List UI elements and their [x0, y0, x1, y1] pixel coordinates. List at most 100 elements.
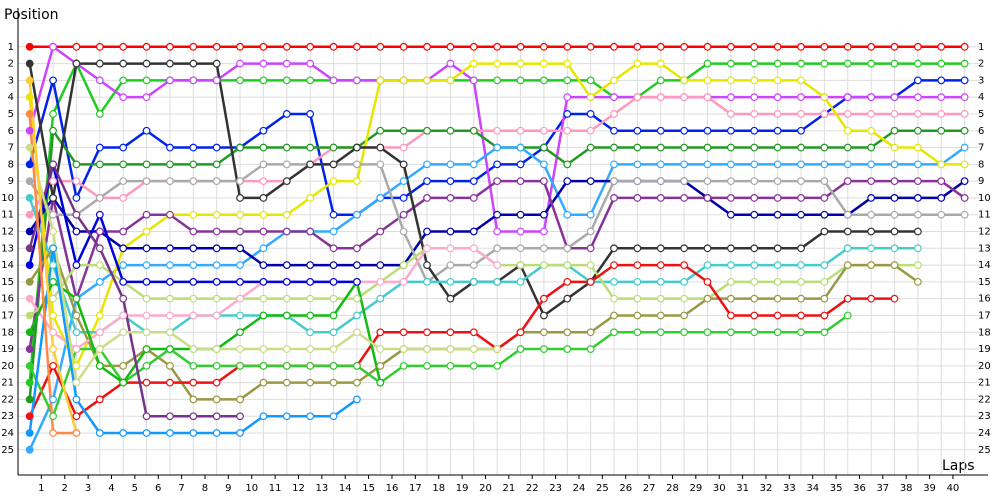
lap-marker	[773, 261, 782, 269]
lap-marker	[259, 76, 268, 85]
lap-marker	[212, 294, 221, 303]
lap-marker	[376, 261, 385, 269]
lap-marker	[282, 261, 291, 269]
lap-marker	[797, 93, 805, 102]
lap-marker	[586, 93, 595, 102]
lap-marker	[49, 210, 57, 219]
lap-marker	[72, 294, 81, 303]
lap-marker	[773, 93, 782, 102]
lap-marker	[95, 261, 104, 269]
lap-marker	[236, 345, 244, 353]
lap-marker	[680, 93, 689, 102]
lap-marker	[843, 210, 852, 219]
lap-marker	[119, 59, 128, 68]
lap-marker	[516, 277, 525, 286]
lap-marker	[119, 261, 128, 269]
lap-marker	[890, 227, 899, 236]
lap-marker	[586, 126, 595, 135]
lap-marker	[259, 210, 268, 219]
y-tick-label-right: 22	[978, 394, 991, 405]
y-tick-label-right: 21	[978, 378, 991, 389]
lap-marker	[797, 177, 805, 186]
lap-marker	[142, 294, 151, 303]
lap-marker	[820, 277, 829, 286]
lap-marker	[49, 361, 57, 370]
lap-marker	[446, 194, 455, 202]
lap-marker	[726, 143, 735, 152]
lap-marker	[890, 177, 899, 186]
lap-marker	[586, 345, 595, 353]
y-tick-label: 21	[1, 378, 14, 389]
lap-marker	[937, 42, 946, 51]
lap-marker	[25, 42, 34, 51]
lap-marker	[610, 126, 618, 135]
lap-marker	[680, 311, 689, 320]
lap-marker	[563, 345, 572, 353]
lap-marker	[890, 261, 899, 269]
lap-marker	[212, 143, 221, 152]
lap-marker	[72, 261, 81, 269]
lap-marker	[119, 227, 128, 236]
lap-marker	[142, 126, 151, 135]
lap-marker	[446, 345, 455, 353]
lap-marker	[937, 93, 946, 102]
lap-marker	[680, 261, 689, 269]
lap-marker	[95, 328, 104, 337]
y-tick-label: 14	[1, 260, 14, 271]
lap-marker	[516, 42, 525, 51]
lap-marker	[633, 93, 642, 102]
lap-marker	[329, 227, 338, 236]
lap-marker	[259, 59, 268, 68]
lap-marker	[913, 244, 922, 253]
lap-marker	[820, 294, 829, 303]
lap-marker	[399, 227, 408, 236]
lap-marker	[540, 210, 548, 219]
lap-marker	[25, 160, 34, 169]
lap-marker	[680, 328, 689, 337]
lap-marker	[726, 177, 735, 186]
lap-marker	[750, 210, 759, 219]
lap-marker	[399, 210, 408, 219]
lap-marker	[890, 160, 899, 169]
lap-marker	[329, 244, 338, 253]
lap-marker	[469, 76, 478, 85]
lap-marker	[25, 227, 34, 236]
lap-marker	[236, 42, 244, 51]
lap-marker	[212, 244, 221, 253]
lap-marker	[867, 194, 876, 202]
lap-marker	[399, 76, 408, 85]
lap-marker	[726, 328, 735, 337]
lap-marker	[656, 277, 665, 286]
lap-marker	[353, 261, 361, 269]
y-tick-label: 13	[1, 243, 14, 254]
lap-marker	[166, 277, 174, 286]
lap-marker	[797, 311, 805, 320]
lap-marker	[282, 412, 291, 421]
lap-marker	[633, 42, 642, 51]
lap-marker	[49, 311, 57, 320]
lap-marker	[867, 126, 876, 135]
lap-marker	[329, 76, 338, 85]
lap-marker	[656, 328, 665, 337]
lap-marker	[750, 160, 759, 169]
lap-marker	[610, 42, 618, 51]
lap-marker	[540, 126, 548, 135]
lap-marker	[516, 210, 525, 219]
lap-marker	[469, 177, 478, 186]
lap-marker	[329, 160, 338, 169]
y-tick-label-right: 11	[978, 210, 991, 221]
lap-marker	[563, 328, 572, 337]
lap-marker	[586, 177, 595, 186]
lap-marker	[610, 311, 618, 320]
lap-marker	[913, 261, 922, 269]
lap-marker	[843, 110, 852, 118]
lap-marker	[95, 227, 104, 236]
lap-marker	[703, 194, 712, 202]
lap-marker	[353, 244, 361, 253]
lap-marker	[376, 345, 385, 353]
lap-marker	[212, 42, 221, 51]
lap-marker	[890, 59, 899, 68]
y-tick-label: 15	[1, 277, 14, 288]
lap-marker	[773, 160, 782, 169]
lap-marker	[586, 210, 595, 219]
